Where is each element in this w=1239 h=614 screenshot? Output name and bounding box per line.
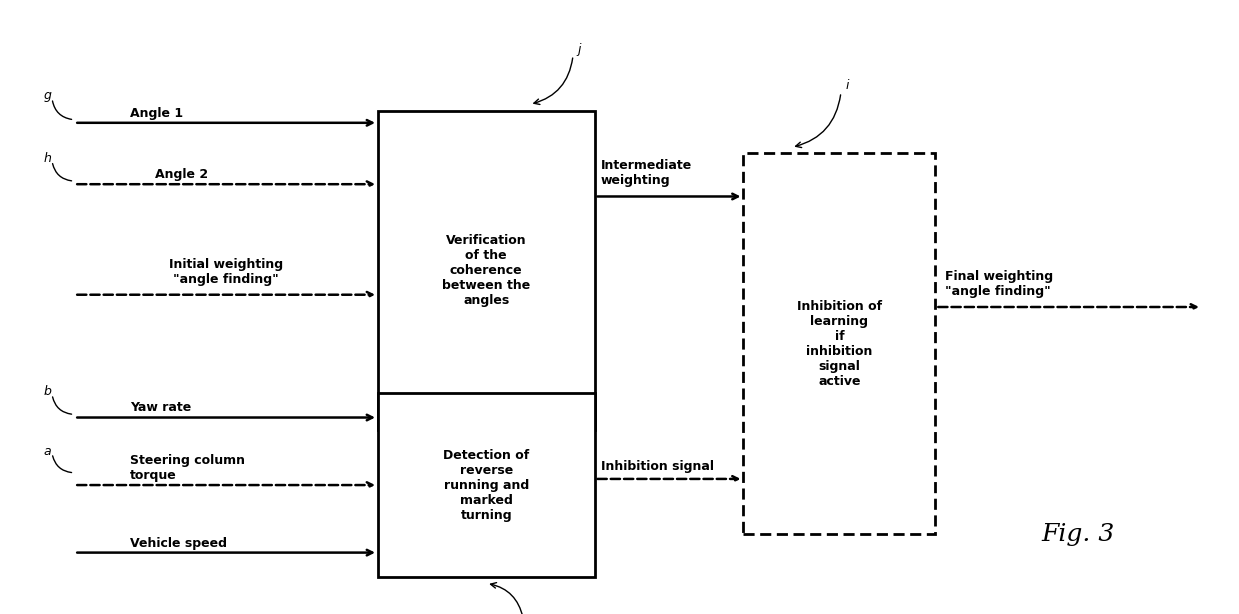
Bar <box>743 154 935 534</box>
Text: Detection of
reverse
running and
marked
turning: Detection of reverse running and marked … <box>444 449 529 521</box>
Text: Steering column
torque: Steering column torque <box>130 454 245 482</box>
Text: Initial weighting
"angle finding": Initial weighting "angle finding" <box>169 257 284 286</box>
Text: Yaw rate: Yaw rate <box>130 402 191 414</box>
Bar <box>378 393 595 577</box>
Text: i: i <box>845 79 849 93</box>
Text: Angle 2: Angle 2 <box>155 168 208 181</box>
Text: j: j <box>577 42 581 56</box>
Text: Final weighting
"angle finding": Final weighting "angle finding" <box>945 270 1053 298</box>
Text: h: h <box>43 152 51 165</box>
Text: Intermediate
weighting: Intermediate weighting <box>601 159 693 187</box>
Text: Angle 1: Angle 1 <box>130 107 183 120</box>
Text: Fig. 3: Fig. 3 <box>1041 523 1115 546</box>
Bar <box>378 111 595 430</box>
Text: g: g <box>43 88 51 102</box>
Text: Vehicle speed: Vehicle speed <box>130 537 227 550</box>
Text: Inhibition of
learning
if
inhibition
signal
active: Inhibition of learning if inhibition sig… <box>797 300 882 388</box>
Text: Inhibition signal: Inhibition signal <box>601 460 714 473</box>
Text: a: a <box>43 445 51 458</box>
Text: Verification
of the
coherence
between the
angles: Verification of the coherence between th… <box>442 234 530 306</box>
Text: b: b <box>43 385 51 398</box>
